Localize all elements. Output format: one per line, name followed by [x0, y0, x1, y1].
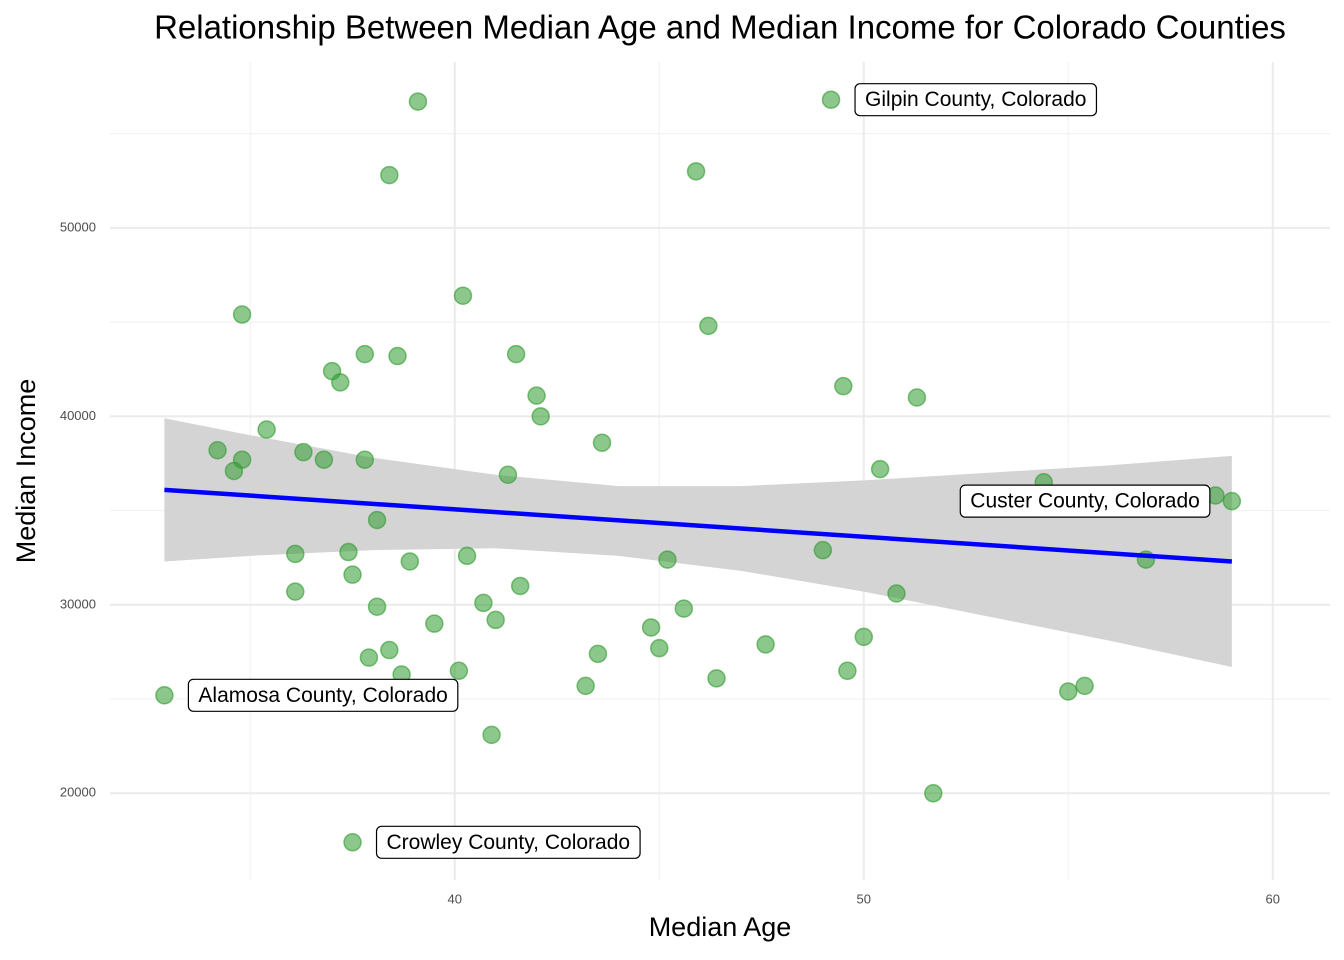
data-point: [498, 465, 518, 485]
y-axis-title: Median Income: [11, 379, 41, 564]
data-point: [314, 450, 334, 469]
data-point: [339, 542, 358, 562]
data-point: [367, 510, 387, 530]
point-label: Alamosa County, Colorado: [187, 678, 459, 712]
data-point: [331, 373, 350, 392]
data-point: [343, 565, 362, 584]
label-box: [959, 484, 1211, 518]
point-label: Crowley County, Colorado: [375, 825, 641, 859]
data-point: [408, 92, 428, 111]
data-point: [294, 442, 313, 462]
label-text: Crowley County, Colorado: [387, 831, 631, 854]
y-tick-label: 50000: [60, 219, 96, 234]
data-point: [367, 597, 387, 616]
data-point: [707, 669, 726, 688]
data-point: [887, 584, 906, 603]
chart-title: Relationship Between Median Age and Medi…: [154, 9, 1286, 46]
data-point: [756, 635, 775, 654]
data-point: [813, 540, 833, 560]
data-point: [343, 833, 362, 852]
data-point: [870, 459, 890, 479]
data-point: [658, 550, 677, 569]
label-text: Alamosa County, Colorado: [198, 684, 447, 707]
data-point: [592, 433, 612, 452]
y-tick-label: 20000: [60, 785, 96, 800]
data-point: [482, 725, 501, 745]
data-point: [907, 388, 927, 407]
label-box: [187, 678, 459, 712]
data-point: [588, 644, 608, 664]
data-point: [380, 165, 399, 185]
label-box: [854, 83, 1098, 117]
data-point: [924, 784, 943, 803]
data-point: [355, 450, 375, 469]
y-tick-label: 40000: [60, 408, 96, 423]
confidence-band: [164, 418, 1232, 668]
data-point: [453, 286, 473, 305]
x-tick-label: 60: [1266, 891, 1280, 906]
data-point: [834, 376, 853, 396]
data-point: [380, 640, 399, 660]
data-point: [286, 544, 305, 564]
data-point: [650, 638, 669, 658]
data-point: [1222, 491, 1242, 511]
data-point: [155, 686, 174, 705]
point-label: Gilpin County, Colorado: [854, 83, 1098, 117]
data-point: [854, 627, 874, 647]
data-point: [355, 344, 375, 364]
data-point: [388, 346, 407, 366]
data-point: [531, 407, 550, 426]
data-point: [510, 576, 530, 596]
data-point: [527, 386, 546, 405]
data-point: [674, 599, 694, 618]
point-label: Custer County, Colorado: [959, 484, 1211, 518]
label-text: Custer County, Colorado: [970, 490, 1200, 513]
data-point: [359, 648, 379, 667]
x-tick-label: 40: [448, 891, 462, 906]
regression-line: [164, 487, 1232, 564]
data-point: [425, 614, 444, 633]
data-point: [506, 344, 526, 364]
data-point: [474, 593, 493, 613]
data-point: [208, 441, 227, 460]
x-axis-title: Median Age: [649, 912, 792, 942]
data-point: [232, 305, 252, 324]
data-point: [821, 90, 841, 109]
data-point: [286, 582, 305, 601]
y-tick-label: 30000: [60, 596, 96, 611]
x-tick-label: 50: [857, 891, 871, 906]
plot-area: Alamosa County, Colorado Gilpin County, C…: [155, 83, 1242, 859]
data-point: [686, 162, 706, 181]
label-box: [375, 825, 641, 859]
data-point: [457, 546, 477, 566]
data-point: [224, 461, 244, 481]
label-text: Gilpin County, Colorado: [865, 88, 1086, 111]
data-point: [641, 618, 661, 637]
data-point: [1059, 682, 1078, 701]
data-point: [486, 610, 505, 630]
data-point: [449, 661, 469, 681]
data-point: [838, 661, 857, 681]
data-point: [400, 552, 420, 571]
data-point: [576, 676, 595, 696]
data-point: [257, 420, 276, 439]
data-point: [1075, 676, 1094, 696]
data-point: [699, 316, 718, 336]
